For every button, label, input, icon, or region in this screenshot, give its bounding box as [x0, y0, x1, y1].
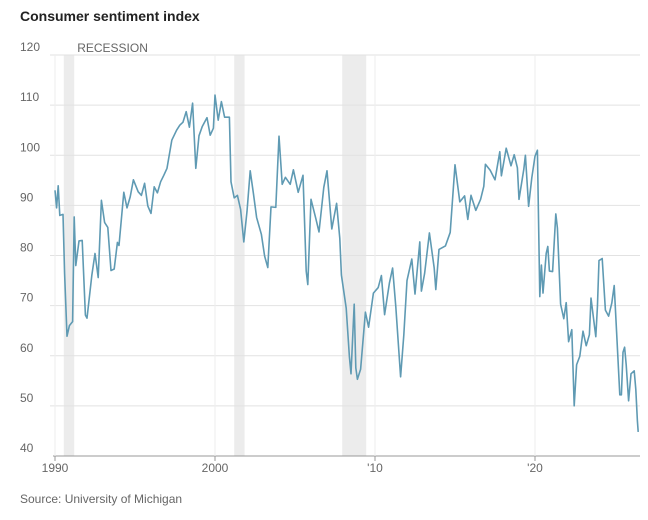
x-tick-label: '10 [367, 461, 383, 475]
x-tick-label: 1990 [42, 461, 69, 475]
y-tick-label: 110 [20, 90, 39, 104]
chart-title: Consumer sentiment index [20, 8, 200, 24]
y-tick-label: 70 [20, 291, 34, 305]
x-tick-label: 2000 [202, 461, 229, 475]
source: Source: University of Michigan [20, 492, 182, 506]
sentiment-line [54, 94, 639, 432]
y-tick-label: 60 [20, 341, 34, 355]
y-tick-label: 90 [20, 190, 34, 204]
y-tick-label: 120 [20, 40, 40, 54]
y-tick-label: 80 [20, 241, 34, 255]
x-tick-label: '20 [527, 461, 543, 475]
recession-label: RECESSION [77, 41, 148, 55]
y-tick-label: 50 [20, 391, 34, 405]
y-tick-label: 40 [20, 441, 34, 455]
y-tick-label: 100 [20, 140, 40, 154]
